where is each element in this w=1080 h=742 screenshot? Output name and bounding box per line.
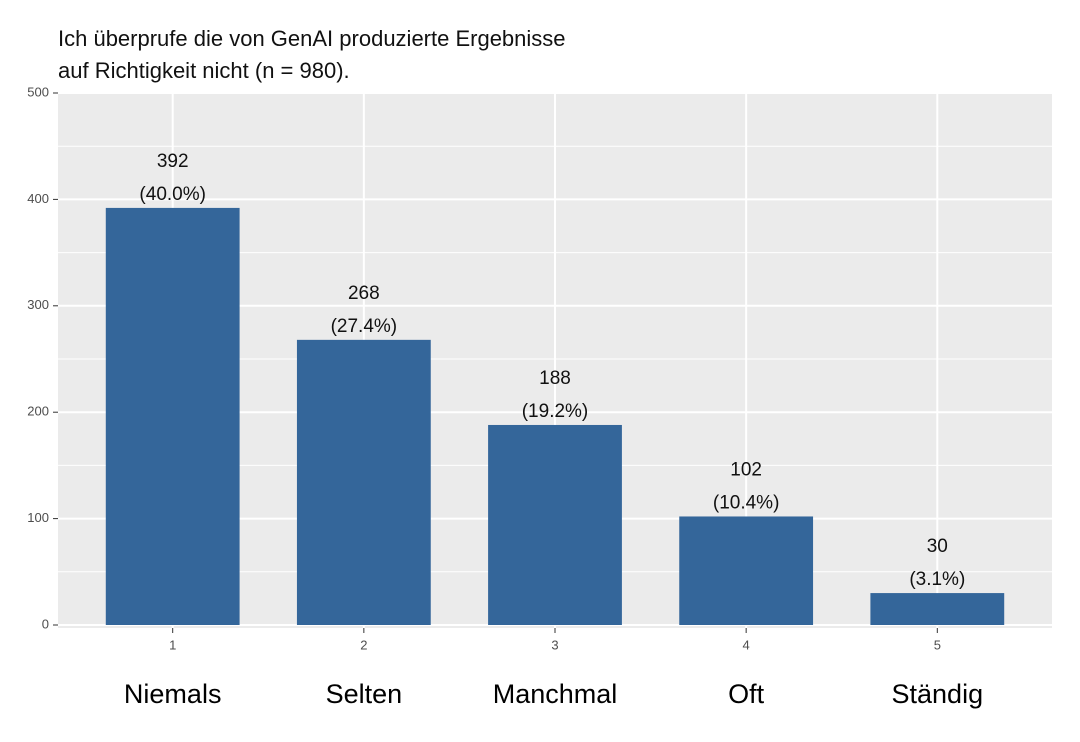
percent-label: (40.0%) <box>139 184 206 205</box>
bar <box>870 593 1005 625</box>
value-label: 268 <box>348 283 380 304</box>
percent-label: (3.1%) <box>909 569 965 590</box>
percent-label: (27.4%) <box>331 316 398 337</box>
category-label: Selten <box>326 679 403 709</box>
x-tick-label: 2 <box>360 637 367 652</box>
category-label: Ständig <box>892 679 984 709</box>
chart-title: auf Richtigkeit nicht (n = 980). <box>58 58 350 83</box>
bar <box>679 516 814 625</box>
chart-title: Ich überprufe die von GenAI produzierte … <box>58 26 566 51</box>
x-tick-label: 5 <box>934 637 941 652</box>
category-label: Oft <box>728 679 765 709</box>
x-tick-label: 3 <box>551 637 558 652</box>
y-tick-label: 0 <box>42 616 49 631</box>
value-label: 30 <box>927 536 948 557</box>
bar <box>296 339 431 625</box>
x-tick-label: 1 <box>169 637 176 652</box>
y-tick-label: 500 <box>27 84 49 99</box>
category-label: Manchmal <box>493 679 618 709</box>
value-label: 188 <box>539 368 571 389</box>
percent-label: (10.4%) <box>713 492 780 513</box>
y-tick-label: 300 <box>27 297 49 312</box>
category-label: Niemals <box>124 679 222 709</box>
bar <box>105 207 240 626</box>
percent-label: (19.2%) <box>522 401 589 422</box>
bar <box>488 424 622 625</box>
y-tick-label: 200 <box>27 404 49 419</box>
value-label: 392 <box>157 151 189 172</box>
y-tick-label: 400 <box>27 191 49 206</box>
value-label: 102 <box>730 459 762 480</box>
x-tick-label: 4 <box>743 637 750 652</box>
y-tick-label: 100 <box>27 510 49 525</box>
